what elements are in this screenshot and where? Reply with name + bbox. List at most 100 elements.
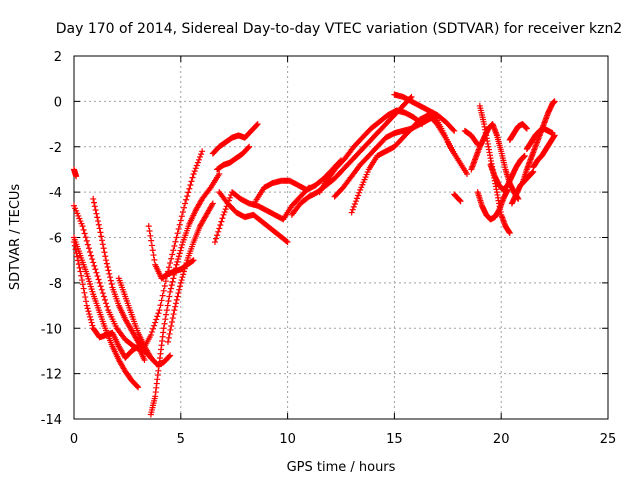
y-tick-label: -10 (41, 322, 62, 337)
grid (74, 56, 608, 419)
data-point (98, 233, 105, 240)
data-point (162, 316, 169, 323)
data-point (78, 272, 85, 279)
data-point (161, 320, 168, 327)
data-point (79, 223, 86, 230)
data-point (76, 264, 83, 271)
data-point (216, 225, 223, 232)
series-track-4 (90, 195, 154, 361)
data-point (103, 260, 110, 267)
data-point (87, 248, 94, 255)
x-tick-label: 20 (493, 432, 510, 447)
data-point (91, 199, 98, 206)
data-point (216, 170, 223, 177)
data-point (521, 152, 528, 159)
data-point (177, 247, 184, 254)
data-point (106, 270, 113, 277)
data-point (195, 156, 202, 163)
data-point (174, 293, 181, 300)
data-point (85, 308, 92, 315)
data-point (174, 230, 181, 237)
data-point (163, 311, 170, 318)
data-point (94, 273, 101, 280)
data-point (80, 285, 87, 292)
data-point (103, 300, 110, 307)
data-point (104, 263, 111, 270)
data-point (148, 328, 155, 335)
data-point (194, 159, 201, 166)
x-tick-label: 15 (386, 432, 403, 447)
series-track-29 (523, 125, 556, 153)
data-point (167, 260, 174, 267)
data-point (168, 255, 175, 262)
data-point (74, 253, 81, 260)
series-track-28 (519, 98, 558, 187)
data-point (222, 206, 229, 213)
data-point (181, 265, 188, 272)
data-point (191, 168, 198, 175)
data-point (88, 252, 95, 259)
data-point (159, 292, 166, 299)
data-point (451, 127, 458, 134)
y-tick-label: 2 (54, 50, 62, 65)
series-track-8 (164, 200, 216, 345)
data-point (184, 193, 191, 200)
data-point (152, 319, 159, 326)
data-point (164, 302, 171, 309)
data-point (87, 313, 94, 320)
data-point (172, 238, 179, 245)
data-point (148, 237, 155, 244)
data-point (181, 204, 188, 211)
data-point (73, 173, 80, 180)
series-track-13 (252, 157, 344, 205)
y-tick-label: -12 (41, 368, 62, 383)
x-axis-label: GPS time / hours (287, 460, 396, 475)
data-point (83, 302, 90, 309)
data-point (107, 277, 114, 284)
data-point (349, 206, 356, 213)
data-point (102, 253, 109, 260)
data-point (79, 281, 86, 288)
data-point (199, 148, 206, 155)
data-point (91, 262, 98, 269)
data-point (174, 258, 181, 265)
data-point (89, 322, 96, 329)
data-point (551, 132, 558, 139)
data-point (178, 277, 185, 284)
data-point (189, 174, 196, 181)
chart-title: Day 170 of 2014, Sidereal Day-to-day VTE… (56, 21, 622, 37)
data-point (105, 267, 112, 274)
data-point (84, 305, 91, 312)
data-point (178, 213, 185, 220)
series-track-6 (145, 223, 197, 282)
data-point (104, 303, 111, 310)
data-point (98, 286, 105, 293)
data-point (168, 322, 175, 329)
data-point (523, 125, 530, 132)
data-point (88, 319, 95, 326)
data-point (135, 384, 142, 391)
data-point (147, 332, 154, 339)
data-point (170, 275, 177, 282)
data-point (180, 271, 187, 278)
data-point (83, 237, 90, 244)
data-point (163, 307, 170, 314)
series-track-10 (214, 143, 253, 173)
series-track-11 (211, 184, 312, 246)
data-point (148, 242, 155, 249)
data-point (90, 259, 97, 266)
data-point (172, 303, 179, 310)
data-point (456, 197, 463, 204)
data-point (81, 230, 88, 237)
data-point (100, 293, 107, 300)
data-point (179, 208, 186, 215)
data-point (94, 214, 101, 221)
x-tick-label: 10 (279, 432, 296, 447)
data-point (348, 209, 355, 216)
data-point (99, 241, 106, 248)
data-point (218, 218, 225, 225)
data-point (192, 165, 199, 172)
data-point (165, 334, 172, 341)
series-track-24 (474, 186, 511, 223)
data-point (221, 208, 228, 215)
